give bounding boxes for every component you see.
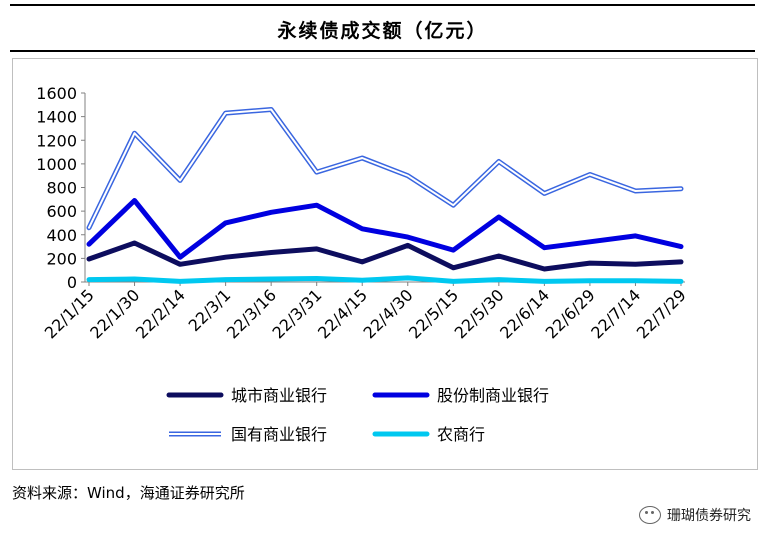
x-tick-label: 22/4/30 [360,285,417,342]
y-tick-label: 1400 [36,108,77,127]
top-rule [10,4,755,6]
x-tick-label: 22/3/31 [268,285,325,342]
x-tick-label: 22/7/29 [633,285,690,342]
series-line [86,240,684,272]
x-tick-label: 22/6/29 [542,285,599,342]
y-tick-label: 0 [67,273,77,292]
x-tick-label: 22/6/14 [496,285,553,342]
series-line [86,198,684,260]
source-note: 资料来源：Wind，海通证券研究所 [12,484,245,502]
x-tick-label: 22/4/15 [314,285,371,342]
y-tick-label: 1200 [36,131,77,150]
chart-title: 永续债成交额（亿元） [277,20,488,42]
x-tick-label: 22/2/14 [132,285,189,342]
chart-panel: 0 200 400 600 800 1000 1200 1400 1600 22/1/15 22/1… [12,58,758,470]
y-tick-label: 800 [46,179,77,198]
line-chart: 0 200 400 600 800 1000 1200 1400 1600 22/1/1522/1… [36,84,690,444]
y-tick-label: 1000 [36,155,77,174]
x-tick-label: 22/1/15 [41,285,98,342]
legend-label: 城市商业银行 [231,386,327,405]
wechat-icon [639,506,661,524]
x-tick-label: 22/1/30 [86,285,143,342]
legend-label: 股份制商业银行 [437,386,549,405]
x-tick-label: 22/3/16 [223,285,280,342]
series-line-inner [88,108,682,229]
y-tick-label: 400 [46,226,77,245]
y-tick-label: 600 [46,202,77,221]
series-line [86,275,684,284]
y-tick-label: 200 [46,249,77,268]
watermark-text: 珊瑚债券研究 [667,508,751,524]
x-tick-label: 22/7/14 [587,285,644,342]
legend-label: 农商行 [437,425,485,444]
series-line-outer [86,107,684,231]
x-tick-label: 22/5/15 [405,285,462,342]
y-tick-label: 1600 [36,84,77,103]
title-rule [10,50,755,52]
watermark: 珊瑚债券研究 [639,505,751,525]
x-tick-label: 22/5/30 [451,285,508,342]
legend-label: 国有商业银行 [231,425,327,444]
